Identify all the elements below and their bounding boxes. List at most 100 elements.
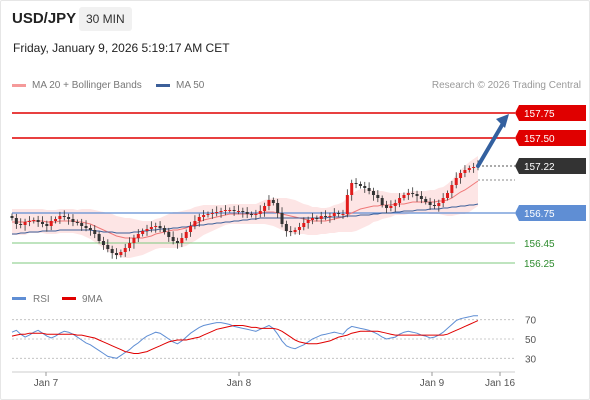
ma20-line xyxy=(12,180,479,239)
candle-body xyxy=(180,238,184,243)
candle-body xyxy=(101,241,105,245)
candle-body xyxy=(302,223,306,227)
candle-body xyxy=(258,211,262,214)
candle-body xyxy=(415,194,419,196)
candle-body xyxy=(62,216,66,217)
rsi-legend-swatch xyxy=(12,297,26,300)
legend-ma20: MA 20 + Bollinger Bands xyxy=(12,80,142,91)
candle-body xyxy=(402,195,406,198)
candle-body xyxy=(367,188,371,191)
rsi-axis-tick: 70 xyxy=(525,316,537,327)
candle-body xyxy=(40,222,44,224)
candle-body xyxy=(250,214,254,215)
candle-body xyxy=(398,198,402,203)
candle-body xyxy=(132,238,136,243)
candle-body xyxy=(459,173,463,178)
ma20-swatch xyxy=(12,83,26,87)
credit-text: Research © 2026 Trading Central xyxy=(431,80,581,91)
candle-body xyxy=(376,195,380,198)
current-price-tag xyxy=(515,158,586,174)
candle-body xyxy=(219,211,223,212)
candle-body xyxy=(58,216,62,219)
candle-body xyxy=(254,214,258,215)
candle-body xyxy=(293,230,297,232)
resistance-tag xyxy=(515,130,586,146)
candle-body xyxy=(472,167,476,168)
candle-body xyxy=(311,218,315,220)
candle-body xyxy=(110,249,114,253)
rsi-ma-line xyxy=(11,320,479,354)
candle-body xyxy=(267,200,271,206)
candle-body xyxy=(389,206,393,208)
candle-body xyxy=(371,191,375,195)
candle-body xyxy=(27,221,31,222)
support-value: 156.45 xyxy=(524,239,555,250)
legend-ma50: MA 50 xyxy=(156,80,204,91)
candle-body xyxy=(263,206,267,211)
candle-body xyxy=(210,213,214,214)
candle-body xyxy=(36,220,40,222)
candle-body xyxy=(345,195,349,214)
candle-body xyxy=(75,222,79,223)
candle-body xyxy=(154,226,158,227)
candle-body xyxy=(363,186,367,188)
x-axis-label: Jan 8 xyxy=(227,378,252,389)
candle-body xyxy=(88,228,92,230)
candle-body xyxy=(45,224,49,226)
rsi-ma-legend-swatch xyxy=(62,297,76,300)
pivot-tag xyxy=(515,205,586,221)
candle-body xyxy=(350,183,354,195)
candle-body xyxy=(145,229,149,231)
ma50-legend-label: MA 50 xyxy=(176,80,205,91)
candle-body xyxy=(197,217,201,221)
forecast-arrow-head xyxy=(496,114,509,128)
candle-body xyxy=(32,220,36,221)
candle-body xyxy=(289,231,293,232)
candle-body xyxy=(441,198,445,203)
candle-body xyxy=(97,234,101,241)
candle-body xyxy=(358,184,362,186)
candle-body xyxy=(106,245,110,249)
candle-body xyxy=(158,226,162,228)
candle-body xyxy=(228,210,232,211)
candle-body xyxy=(80,223,84,226)
candle-body xyxy=(184,232,188,238)
candle-body xyxy=(450,185,454,193)
candle-body xyxy=(232,210,236,211)
candle-body xyxy=(332,213,336,216)
candle-body xyxy=(115,253,119,255)
candle-body xyxy=(276,203,280,213)
resistance-value: 157.75 xyxy=(524,109,555,120)
candle-body xyxy=(315,218,319,219)
candle-body xyxy=(354,183,358,184)
candle-body xyxy=(393,203,397,206)
candle-body xyxy=(171,237,175,241)
ma50-swatch xyxy=(156,83,170,87)
candle-body xyxy=(19,224,23,225)
candle-body xyxy=(93,230,97,234)
candle-body xyxy=(437,203,441,206)
candle-body xyxy=(337,213,341,214)
rsi-axis-tick: 30 xyxy=(525,354,537,365)
candle-body xyxy=(463,170,467,173)
candle-body xyxy=(149,227,153,229)
rsi-legend-label: RSI xyxy=(33,294,50,305)
pivot-value: 156.75 xyxy=(524,209,555,220)
candle-body xyxy=(141,231,145,234)
candle-body xyxy=(167,232,171,237)
candle-body xyxy=(123,248,127,252)
candle-body xyxy=(380,198,384,205)
rsi-line xyxy=(11,315,478,359)
rsi-ma-legend-label: 9MA xyxy=(82,294,103,305)
support-value: 156.25 xyxy=(524,259,555,270)
candle-body xyxy=(385,205,389,208)
x-axis-label: Jan 16 xyxy=(485,378,515,389)
candle-body xyxy=(136,234,140,238)
candle-body xyxy=(175,241,179,243)
resistance-value: 157.50 xyxy=(524,134,555,145)
candle-body xyxy=(119,252,123,255)
candle-body xyxy=(49,221,53,226)
interval-tab[interactable]: 30 MIN xyxy=(79,7,132,31)
candle-body xyxy=(328,216,332,217)
candle-body xyxy=(428,202,432,205)
